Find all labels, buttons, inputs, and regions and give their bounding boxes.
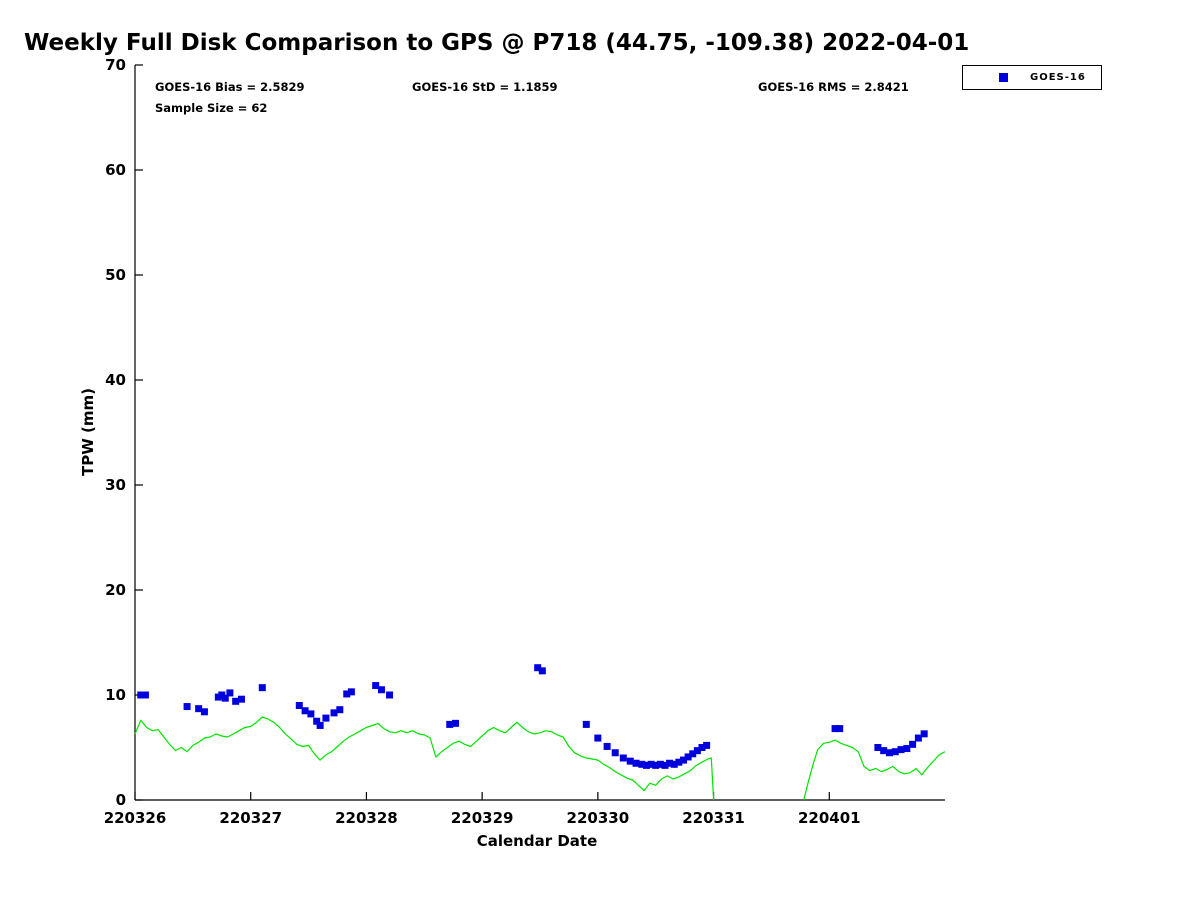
- y-axis-label: TPW (mm): [79, 388, 97, 476]
- goes16-marker: [452, 719, 460, 727]
- goes16-marker: [594, 734, 602, 742]
- x-tick-label: 220331: [682, 809, 745, 827]
- goes16-marker: [137, 691, 145, 699]
- goes16-marker: [307, 710, 315, 718]
- goes16-marker: [611, 749, 619, 757]
- goes16-marker: [656, 760, 664, 768]
- goes16-marker: [386, 691, 394, 699]
- goes16-marker: [538, 667, 546, 675]
- goes16-marker: [301, 707, 309, 715]
- goes16-marker: [377, 686, 385, 694]
- gps-line: [134, 716, 715, 801]
- goes16-marker: [582, 720, 590, 728]
- goes16-marker: [534, 664, 542, 672]
- x-tick-label: 220326: [104, 809, 167, 827]
- goes16-marker: [619, 754, 627, 762]
- goes16-marker: [343, 690, 351, 698]
- goes16-marker: [330, 709, 338, 717]
- goes16-marker: [626, 757, 634, 765]
- annotation-bias: GOES-16 Bias = 2.5829: [155, 80, 305, 94]
- x-axis-label: Calendar Date: [476, 832, 598, 850]
- goes16-marker: [322, 714, 330, 722]
- x-tick-label: 220329: [451, 809, 514, 827]
- x-tick-label: 220401: [798, 809, 861, 827]
- goes16-marker: [670, 760, 678, 768]
- goes16-marker: [693, 747, 701, 755]
- goes16-marker: [195, 705, 203, 713]
- goes16-marker: [679, 756, 687, 764]
- goes16-marker: [880, 747, 888, 755]
- annotation-std: GOES-16 StD = 1.1859: [412, 80, 558, 94]
- legend-label-goes16: GOES-16: [1030, 72, 1086, 83]
- goes16-marker: [295, 702, 303, 709]
- goes16-marker: [666, 759, 674, 767]
- goes16-marker: [232, 697, 240, 705]
- goes16-marker: [603, 742, 611, 750]
- y-tick-label: 60: [105, 161, 126, 179]
- goes16-marker: [336, 706, 344, 714]
- goes16-marker: [632, 759, 640, 767]
- goes16-marker: [689, 750, 697, 758]
- goes16-marker: [652, 761, 660, 769]
- chart-title: Weekly Full Disk Comparison to GPS @ P71…: [24, 30, 970, 56]
- goes16-marker: [316, 721, 324, 729]
- y-tick-label: 40: [105, 371, 126, 389]
- goes16-marker: [237, 695, 245, 703]
- goes16-marker: [221, 694, 229, 702]
- y-tick-label: 20: [105, 581, 126, 599]
- annotation-sample-size: Sample Size = 62: [155, 101, 268, 115]
- goes16-marker: [698, 744, 706, 751]
- goes16-marker: [885, 749, 893, 757]
- goes16-marker: [703, 741, 711, 749]
- goes16-marker: [141, 691, 149, 699]
- goes16-marker: [661, 761, 669, 769]
- goes16-marker: [372, 682, 380, 690]
- legend: GOES-16: [962, 65, 1102, 90]
- goes16-marker: [200, 708, 208, 716]
- goes16-marker: [891, 748, 899, 756]
- goes16-marker: [226, 689, 234, 697]
- y-tick-label: 30: [105, 476, 126, 494]
- legend-square-marker-icon: [999, 73, 1008, 82]
- goes16-marker: [684, 753, 692, 761]
- x-tick-label: 220327: [219, 809, 282, 827]
- goes16-marker: [836, 725, 844, 733]
- y-tick-label: 50: [105, 266, 126, 284]
- x-tick-label: 220328: [335, 809, 398, 827]
- goes16-marker: [642, 761, 650, 769]
- goes16-marker: [313, 717, 321, 725]
- goes16-marker: [647, 760, 655, 768]
- goes16-marker: [638, 760, 646, 768]
- goes16-marker: [874, 744, 882, 751]
- goes16-marker: [903, 745, 911, 753]
- goes16-marker: [831, 725, 839, 733]
- goes16-marker: [920, 730, 928, 738]
- gps-line: [803, 739, 946, 801]
- annotation-rms: GOES-16 RMS = 2.8421: [758, 80, 909, 94]
- goes16-marker: [675, 758, 683, 766]
- y-tick-label: 10: [105, 686, 126, 704]
- y-tick-label: 0: [116, 791, 126, 809]
- y-tick-label: 70: [105, 56, 126, 74]
- goes16-marker: [909, 740, 917, 748]
- goes16-marker: [258, 684, 266, 692]
- goes16-marker: [446, 720, 454, 728]
- goes16-marker: [914, 734, 922, 742]
- x-tick-label: 220330: [567, 809, 630, 827]
- goes16-marker: [897, 746, 905, 754]
- goes16-marker: [183, 703, 191, 711]
- goes16-marker: [347, 688, 355, 696]
